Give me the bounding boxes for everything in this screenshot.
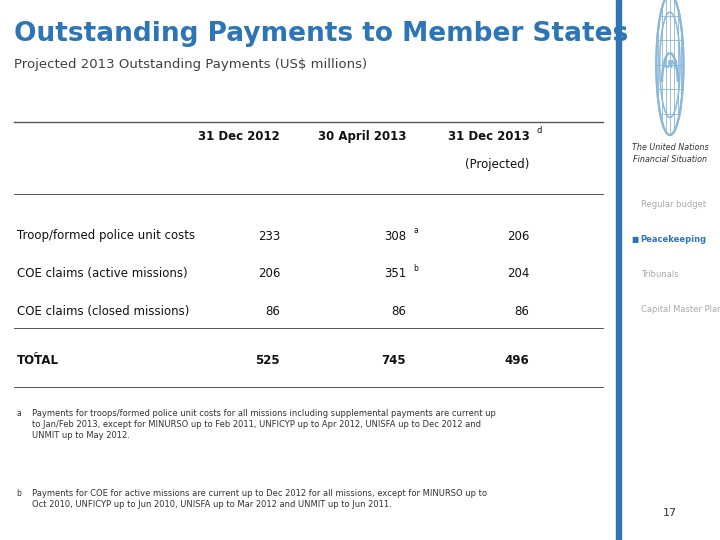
Text: The United Nations
Financial Situation: The United Nations Financial Situation xyxy=(631,143,708,164)
Text: 233: 233 xyxy=(258,230,280,242)
Text: COE claims (closed missions): COE claims (closed missions) xyxy=(17,305,189,318)
Text: Outstanding Payments to Member States: Outstanding Payments to Member States xyxy=(14,21,628,46)
Text: Troop/formed police unit costs: Troop/formed police unit costs xyxy=(17,230,194,242)
Text: 204: 204 xyxy=(507,267,529,280)
Text: Peacekeeping: Peacekeeping xyxy=(641,235,707,244)
Text: 308: 308 xyxy=(384,230,406,242)
Text: COE claims (active missions): COE claims (active missions) xyxy=(17,267,187,280)
Text: 86: 86 xyxy=(515,305,529,318)
Text: Projected 2013 Outstanding Payments (US$ millions): Projected 2013 Outstanding Payments (US$… xyxy=(14,58,366,71)
Text: 31 Dec 2012: 31 Dec 2012 xyxy=(198,130,280,143)
Text: a: a xyxy=(17,409,22,418)
Text: 30 April 2013: 30 April 2013 xyxy=(318,130,406,143)
Text: 496: 496 xyxy=(505,354,529,367)
Text: b: b xyxy=(414,264,418,273)
Text: b: b xyxy=(17,489,22,498)
Text: 745: 745 xyxy=(382,354,406,367)
Text: 351: 351 xyxy=(384,267,406,280)
Text: TOTAL: TOTAL xyxy=(17,354,58,367)
Text: UN: UN xyxy=(662,60,678,70)
Text: a: a xyxy=(414,226,418,235)
Text: Payments for COE for active missions are current up to Dec 2012 for all missions: Payments for COE for active missions are… xyxy=(32,489,487,509)
Text: 86: 86 xyxy=(392,305,406,318)
Text: (Projected): (Projected) xyxy=(465,158,529,171)
Text: 17: 17 xyxy=(663,508,677,518)
Text: Regular budget: Regular budget xyxy=(641,200,706,209)
Text: d: d xyxy=(537,126,542,136)
Text: ■: ■ xyxy=(631,235,639,244)
Text: 86: 86 xyxy=(265,305,280,318)
Bar xyxy=(616,0,621,540)
Text: Tribunals: Tribunals xyxy=(641,270,678,279)
Text: 31 Dec 2013: 31 Dec 2013 xyxy=(448,130,529,143)
Text: 206: 206 xyxy=(507,230,529,242)
Text: Payments for troops/formed police unit costs for all missions including suppleme: Payments for troops/formed police unit c… xyxy=(32,409,496,440)
Text: Capital Master Plan: Capital Master Plan xyxy=(641,305,720,314)
Text: 206: 206 xyxy=(258,267,280,280)
Text: 525: 525 xyxy=(256,354,280,367)
Text: c: c xyxy=(34,350,38,360)
